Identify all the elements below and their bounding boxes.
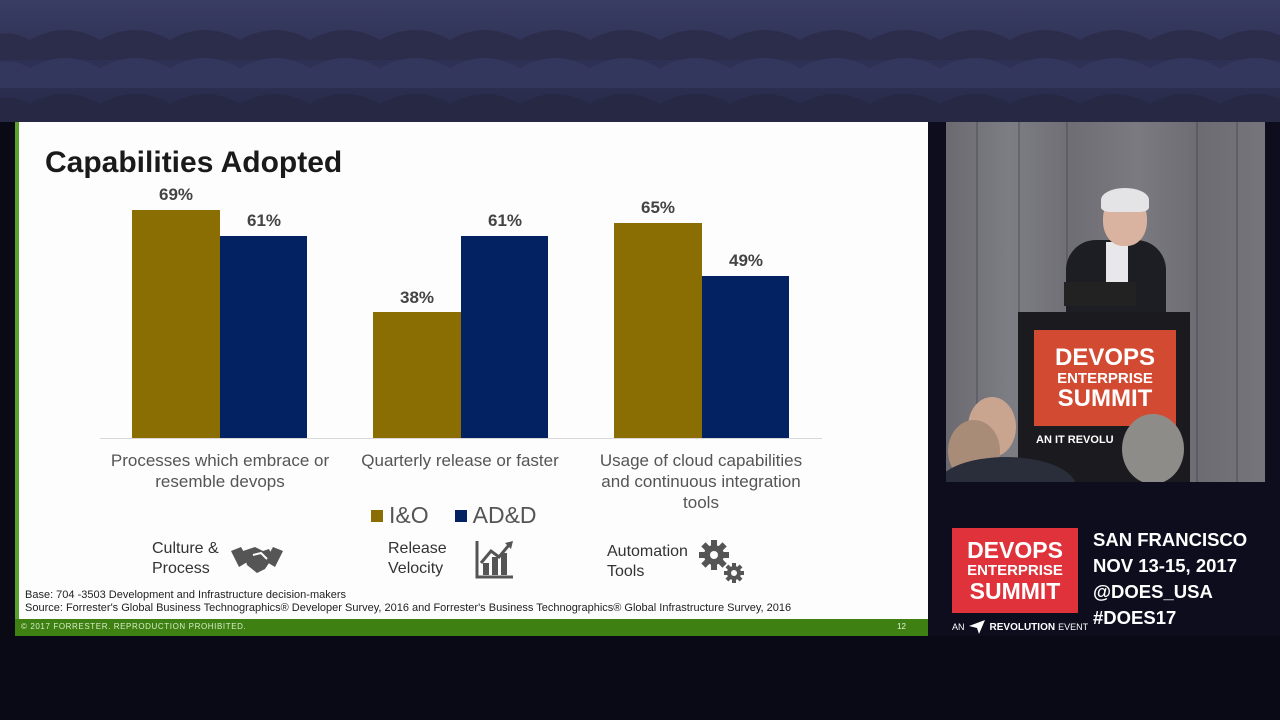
category-line: Quarterly release or faster bbox=[361, 451, 559, 470]
curtain-fold bbox=[976, 122, 978, 482]
bottom-background bbox=[0, 636, 1280, 720]
podium-sign-line: SUMMIT bbox=[1057, 384, 1153, 412]
event-logo: DEVOPS ENTERPRISE SUMMIT bbox=[952, 528, 1078, 613]
category-line: Usage of cloud capabilities bbox=[599, 451, 803, 470]
event-dates: NOV 13-15, 2017 bbox=[1093, 555, 1237, 576]
legend-swatch-icon bbox=[454, 509, 467, 522]
speaker-hair bbox=[1101, 188, 1149, 212]
icon-group-line: Process bbox=[152, 560, 210, 577]
icon-group-line: Automation bbox=[607, 543, 688, 560]
event-hashtag: #DOES17 bbox=[1093, 607, 1177, 628]
tagline-prefix: AN bbox=[952, 622, 965, 632]
slide-title: Capabilities Adopted bbox=[45, 146, 343, 179]
chart-baseline bbox=[100, 438, 822, 439]
culture-process-group: Culture & Process bbox=[152, 539, 285, 579]
value-label: 65% bbox=[640, 198, 676, 217]
tagline-brand: REVOLUTION bbox=[989, 621, 1056, 633]
speaker-shirt bbox=[1106, 242, 1128, 292]
presentation-slide: Capabilities Adopted 69% 61% 38% 61% 65%… bbox=[15, 122, 928, 636]
legend-item-io: I&O bbox=[371, 502, 429, 529]
copyright-text: © 2017 FORRESTER. REPRODUCTION PROHIBITE… bbox=[21, 622, 247, 631]
podium-sign-line: ENTERPRISE bbox=[1057, 369, 1153, 387]
category-line: Processes which embrace or bbox=[110, 451, 330, 470]
icon-group-label: Culture & Process bbox=[152, 539, 219, 579]
bar-add-processes bbox=[220, 236, 307, 438]
page-number: 12 bbox=[897, 622, 906, 631]
base-note: Base: 704 -3503 Development and Infrastr… bbox=[25, 589, 347, 601]
podium-sub-text: AN IT REVOLU bbox=[1036, 434, 1114, 446]
growth-chart-icon bbox=[475, 541, 513, 579]
wave-pattern-icon bbox=[0, 58, 1280, 88]
event-twitter-handle: @DOES_USA bbox=[1093, 581, 1213, 602]
category-label-processes: Processes which embrace or resemble devo… bbox=[95, 450, 345, 492]
category-label-quarterly: Quarterly release or faster bbox=[335, 450, 585, 471]
category-line: resemble devops bbox=[155, 472, 285, 491]
release-velocity-group: Release Velocity bbox=[388, 539, 515, 579]
logo-line: SUMMIT bbox=[969, 578, 1061, 604]
value-label: 61% bbox=[487, 211, 523, 230]
logo-line: DEVOPS bbox=[967, 537, 1063, 563]
slide-footer: © 2017 FORRESTER. REPRODUCTION PROHIBITE… bbox=[15, 619, 928, 636]
automation-tools-group: Automation Tools bbox=[607, 539, 746, 585]
icon-group-line: Culture & bbox=[152, 540, 219, 557]
bar-add-cloud bbox=[702, 276, 789, 438]
handshake-icon bbox=[230, 547, 283, 573]
icon-group-line: Tools bbox=[607, 563, 645, 580]
audience-head bbox=[1122, 414, 1184, 482]
bar-io-processes bbox=[132, 210, 220, 438]
gears-icon bbox=[698, 540, 744, 583]
curtain-fold bbox=[1018, 122, 1020, 482]
category-line: tools bbox=[683, 493, 719, 512]
wave-pattern-icon bbox=[0, 94, 1280, 122]
slide-accent-bar bbox=[15, 122, 19, 620]
legend-swatch-icon bbox=[371, 509, 383, 522]
it-revolution-tagline: AN REVOLUTION EVENT bbox=[952, 620, 1088, 634]
wave-pattern-icon bbox=[0, 30, 1280, 60]
podium-sign-line: DEVOPS bbox=[1054, 343, 1156, 371]
value-label: 38% bbox=[399, 288, 435, 307]
bar-io-quarterly bbox=[373, 312, 461, 438]
value-label: 49% bbox=[728, 251, 764, 270]
value-label: 69% bbox=[158, 185, 194, 204]
legend-label: I&O bbox=[389, 502, 429, 528]
event-info: SAN FRANCISCO NOV 13-15, 2017 @DOES_USA … bbox=[1093, 527, 1247, 631]
category-line: and continuous integration bbox=[601, 472, 801, 491]
legend-item-add: AD&D bbox=[454, 502, 537, 529]
curtain-fold bbox=[1196, 122, 1198, 482]
event-location: SAN FRANCISCO bbox=[1093, 529, 1248, 550]
icon-group-line: Velocity bbox=[388, 560, 444, 577]
laptop bbox=[1064, 282, 1136, 306]
bar-add-quarterly bbox=[461, 236, 548, 438]
bar-chart: 69% 61% 38% 61% 65% 49% Processes which … bbox=[15, 122, 928, 636]
decorative-wave-background bbox=[0, 0, 1280, 122]
legend-label: AD&D bbox=[472, 502, 537, 528]
icon-group-line: Release bbox=[388, 540, 447, 557]
icon-group-label: Release Velocity bbox=[388, 539, 447, 579]
source-note: Source: Forrester's Global Business Tech… bbox=[25, 602, 792, 614]
category-label-cloud: Usage of cloud capabilities and continuo… bbox=[576, 450, 826, 513]
it-revolution-logo-icon bbox=[968, 620, 985, 634]
chart-legend: I&O AD&D bbox=[371, 502, 563, 529]
speaker-video-feed: DEVOPS ENTERPRISE SUMMIT AN IT REVOLU bbox=[946, 122, 1265, 482]
bar-io-cloud bbox=[614, 223, 702, 438]
tagline-suffix: EVENT bbox=[1058, 622, 1089, 632]
value-label: 61% bbox=[246, 211, 282, 230]
podium-sign: DEVOPS ENTERPRISE SUMMIT bbox=[1034, 330, 1176, 426]
curtain-fold bbox=[1236, 122, 1238, 482]
logo-line: ENTERPRISE bbox=[967, 562, 1063, 579]
icon-group-label: Automation Tools bbox=[607, 542, 688, 582]
